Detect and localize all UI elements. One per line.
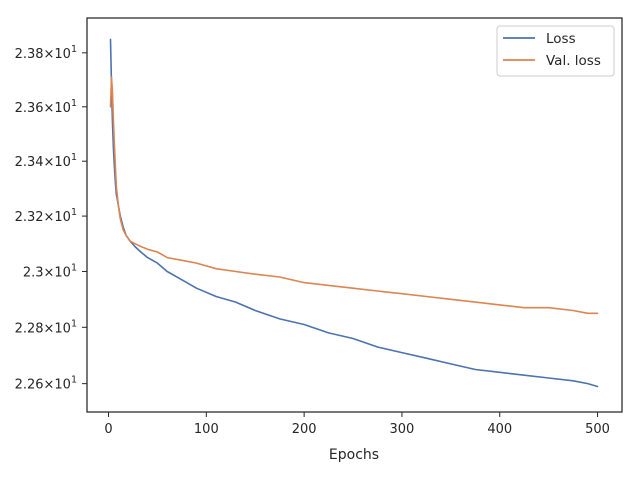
plot-frame — [86, 17, 623, 413]
x-axis-label: Epochs — [329, 447, 379, 463]
y-tick-label: 2.34×101 — [15, 152, 77, 170]
x-tick-label: 100 — [194, 422, 219, 437]
x-tick-label: 300 — [390, 422, 415, 437]
y-tick-label: 2.32×101 — [15, 207, 77, 225]
x-tick-label: 400 — [487, 422, 512, 437]
series-line-val-loss — [109, 76, 599, 315]
y-tick-label: 2.28×101 — [15, 318, 77, 336]
y-tick-label: 2.3×101 — [23, 262, 77, 280]
x-axis-ticks: 0 100 200 300 400 500 — [104, 412, 610, 437]
y-axis-ticks: 2.26×101 2.28×101 2.3×101 2.32×101 2.34×101 2… — [15, 44, 87, 393]
legend: Loss Val. loss — [496, 25, 615, 77]
y-tick-label: 2.38×101 — [15, 44, 77, 62]
legend-label-val-loss: Val. loss — [546, 53, 601, 69]
legend-label-loss: Loss — [546, 31, 576, 47]
x-tick-label: 500 — [585, 422, 610, 437]
y-tick-label: 2.26×101 — [15, 375, 77, 393]
y-tick-label: 2.36×101 — [15, 98, 77, 116]
series-layer — [109, 38, 599, 388]
series-line-loss — [109, 38, 599, 388]
x-tick-label: 200 — [292, 422, 317, 437]
x-tick-label: 0 — [104, 422, 112, 437]
